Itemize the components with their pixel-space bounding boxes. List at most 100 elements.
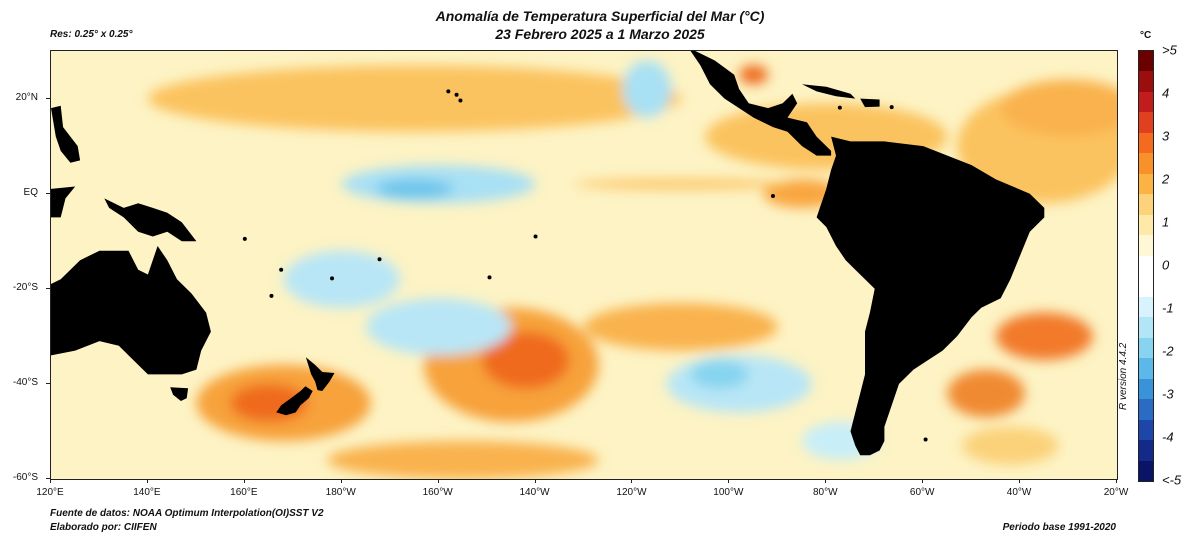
r-version-label: R version 4.4.2 xyxy=(1118,342,1129,410)
lon-tick-label: 20°W xyxy=(1103,487,1129,498)
anomaly-patch xyxy=(574,179,788,189)
anomaly-patch xyxy=(763,179,841,208)
base-period-label: Periodo base 1991-2020 xyxy=(1002,522,1116,533)
colorbar-segment xyxy=(1139,51,1153,72)
lon-tick xyxy=(1019,479,1021,483)
anomaly-patch xyxy=(365,298,512,356)
colorbar-segment xyxy=(1139,440,1153,462)
lon-tick xyxy=(340,479,342,483)
colorbar-label: 1 xyxy=(1162,214,1170,230)
lat-tick xyxy=(46,478,50,479)
anomaly-patch xyxy=(947,369,1025,418)
island-hawaii-maui xyxy=(454,92,459,97)
resolution-label: Res: 0.25° x 0.25° xyxy=(50,29,133,40)
colorbar-label: -3 xyxy=(1162,386,1174,402)
colorbar-segment xyxy=(1139,153,1153,175)
colorbar-segment xyxy=(1139,91,1153,113)
anomaly-patch xyxy=(283,250,400,308)
colorbar-segment xyxy=(1139,71,1153,93)
island-fiji xyxy=(330,276,335,281)
anomaly-patch xyxy=(482,331,570,389)
island-puerto-rico xyxy=(889,105,894,110)
lon-tick-label: 120°E xyxy=(36,487,64,498)
lon-tick xyxy=(1116,479,1117,483)
lat-tick-label: -60°S xyxy=(12,472,38,483)
island-solomon xyxy=(242,236,247,241)
anomaly-patch xyxy=(1000,79,1117,137)
lon-tick-label: 180°W xyxy=(325,487,356,498)
lon-tick xyxy=(631,479,633,483)
lon-tick-label: 40°W xyxy=(1006,487,1032,498)
colorbar-label: -1 xyxy=(1162,300,1174,316)
land-australia xyxy=(51,246,211,375)
lon-tick xyxy=(728,479,730,483)
colorbar-segment xyxy=(1139,194,1153,216)
colorbar-segment xyxy=(1139,419,1153,441)
lon-tick xyxy=(534,479,536,483)
island-tahiti xyxy=(487,275,492,280)
lon-tick-label: 120°W xyxy=(616,487,647,498)
island-new-caledonia xyxy=(269,293,274,298)
lon-tick xyxy=(146,479,148,483)
colorbar-segment xyxy=(1139,378,1153,400)
anomaly-patch xyxy=(584,303,778,351)
anomaly-patch xyxy=(961,426,1059,465)
island-hawaii xyxy=(458,98,463,103)
island-jamaica xyxy=(837,105,842,110)
colorbar-label: -2 xyxy=(1162,343,1174,359)
anomaly-patch xyxy=(375,179,454,199)
colorbar-segment xyxy=(1139,358,1153,380)
land-sulawesi xyxy=(51,186,76,218)
anomaly-patch xyxy=(327,440,599,479)
colorbar-segment xyxy=(1139,296,1153,318)
anomaly-patch xyxy=(995,312,1093,361)
island-vanuatu xyxy=(279,267,284,272)
colorbar-label: -4 xyxy=(1162,429,1174,445)
land-south-america xyxy=(816,136,1045,456)
colorbar-label: 4 xyxy=(1162,85,1170,101)
anomaly-patch xyxy=(739,65,769,85)
colorbar-segment xyxy=(1139,317,1153,339)
land-new-zealand-south xyxy=(276,386,313,416)
colorbar-segment xyxy=(1139,337,1153,359)
lat-tick-label: EQ xyxy=(23,186,38,198)
colorbar-segment xyxy=(1139,112,1153,134)
land-new-zealand-north xyxy=(305,357,335,391)
lat-tick xyxy=(46,287,50,289)
land-hispaniola xyxy=(860,98,880,108)
colorbar-label: >5 xyxy=(1162,42,1177,58)
island-hawaii-oahu xyxy=(446,89,451,94)
colorbar-segment xyxy=(1139,173,1153,195)
colorbar-segment xyxy=(1139,460,1153,482)
lon-tick-label: 140°E xyxy=(133,487,161,498)
map-subtitle-dates: 23 Febrero 2025 a 1 Marzo 2025 xyxy=(495,26,705,42)
land-mask xyxy=(51,51,1045,456)
lon-tick-label: 160°W xyxy=(422,487,453,498)
colorbar-label: 2 xyxy=(1162,171,1170,187)
island-galapagos xyxy=(770,194,775,199)
colorbar-label: 3 xyxy=(1162,128,1170,144)
land-central-america xyxy=(690,51,832,156)
anomaly-patch xyxy=(690,360,749,389)
lat-tick xyxy=(46,97,50,99)
lon-tick xyxy=(243,479,245,483)
author-label: Elaborado por: CIIFEN xyxy=(50,522,157,533)
land-tasmania xyxy=(170,387,189,401)
lon-tick-label: 80°W xyxy=(812,487,838,498)
lat-tick-label: -20°S xyxy=(12,281,38,293)
colorbar-segment xyxy=(1139,214,1153,236)
lon-tick-label: 160°E xyxy=(230,487,258,498)
lon-tick xyxy=(437,479,439,483)
lat-tick-label: 20°N xyxy=(15,91,38,103)
colorbar-segment xyxy=(1139,276,1153,298)
lon-tick xyxy=(50,479,51,483)
colorbar-label: 0 xyxy=(1162,257,1170,273)
colorbar-segment xyxy=(1139,132,1153,154)
colorbar-unit: °C xyxy=(1140,30,1152,41)
lat-tick-label: -40°S xyxy=(12,376,38,388)
lon-tick xyxy=(922,479,924,483)
map-title: Anomalía de Temperatura Superficial del … xyxy=(435,8,765,24)
lat-tick xyxy=(46,382,50,384)
anomaly-field xyxy=(147,60,1117,479)
colorbar xyxy=(1138,50,1154,482)
